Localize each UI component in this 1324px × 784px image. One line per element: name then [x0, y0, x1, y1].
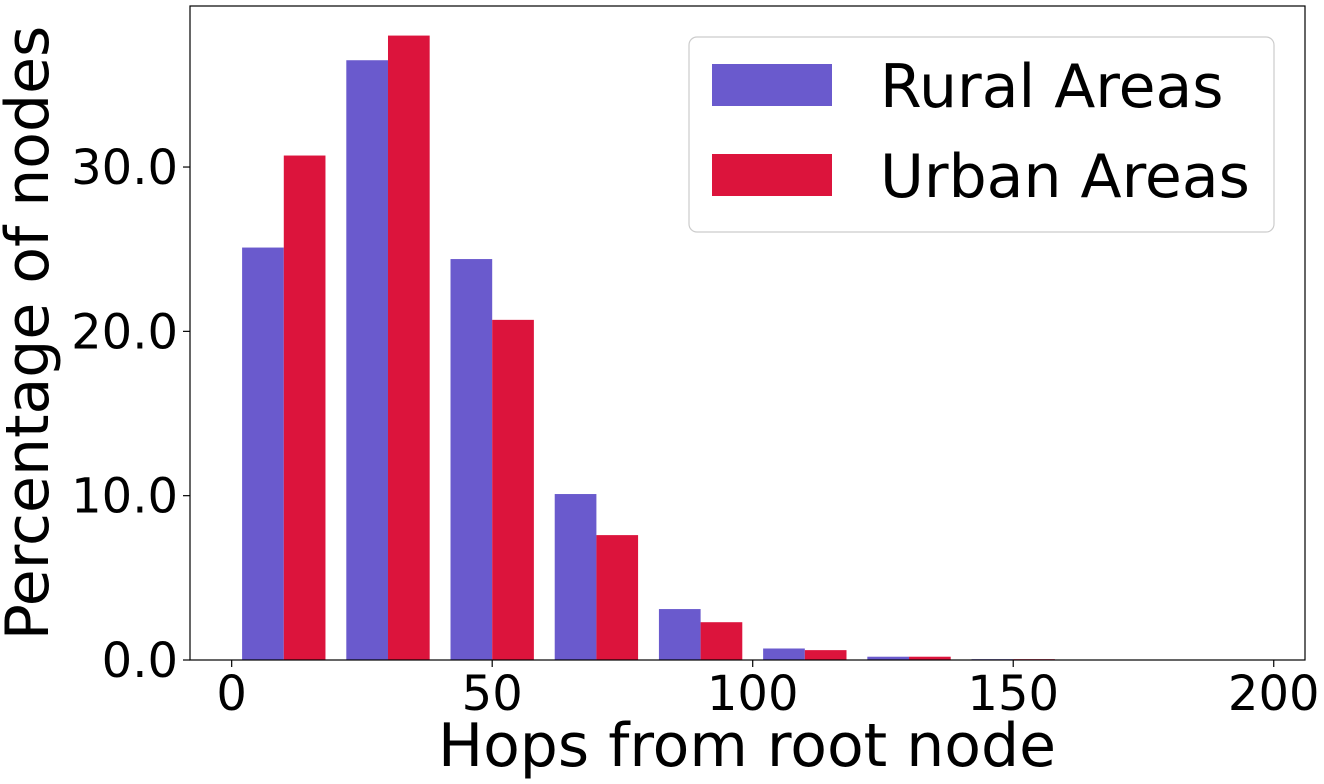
x-tick-label: 0 — [216, 666, 247, 722]
bar-rural-40 — [450, 259, 493, 660]
legend: Rural Areas Urban Areas — [688, 36, 1275, 233]
y-tick-label: 10.0 — [71, 469, 178, 525]
x-axis-ticks: 0 50 100 150 200 — [216, 660, 1320, 722]
plot-area-frame — [189, 5, 1306, 661]
y-axis-label: Percentage of nodes — [0, 26, 63, 641]
bar-rural-20 — [346, 60, 388, 660]
x-tick-label: 200 — [1228, 666, 1320, 722]
bar-urban-100 — [804, 650, 847, 660]
bar-urban-40 — [492, 319, 534, 660]
bar-rural-80 — [658, 609, 701, 660]
y-tick-label: 30.0 — [71, 140, 178, 196]
y-tick-label: 0.0 — [102, 633, 178, 689]
bar-urban-80 — [700, 622, 743, 660]
x-tick-label: 50 — [462, 666, 523, 722]
bar-urban-60 — [596, 535, 639, 660]
y-axis-ticks: 0.0 10.0 20.0 30.0 — [71, 140, 190, 689]
bar-rural-100 — [763, 648, 805, 660]
bar-rural-0 — [242, 247, 284, 660]
x-tick-label: 100 — [707, 666, 799, 722]
legend-label-urban: Urban Areas — [880, 142, 1250, 212]
bar-urban-20 — [387, 35, 430, 661]
legend-swatch-rural — [712, 64, 832, 106]
bars-group — [242, 35, 1055, 661]
bar-rural-120 — [867, 656, 910, 660]
y-tick-label: 20.0 — [71, 304, 178, 360]
x-axis-label: Hops from root node — [438, 711, 1056, 781]
x-tick-label: 150 — [967, 666, 1059, 722]
bar-urban-120 — [909, 656, 951, 660]
legend-swatch-urban — [712, 154, 832, 196]
bar-urban-0 — [283, 155, 326, 661]
legend-label-rural: Rural Areas — [880, 52, 1224, 122]
bar-rural-60 — [554, 494, 597, 660]
legend-frame — [688, 36, 1275, 233]
